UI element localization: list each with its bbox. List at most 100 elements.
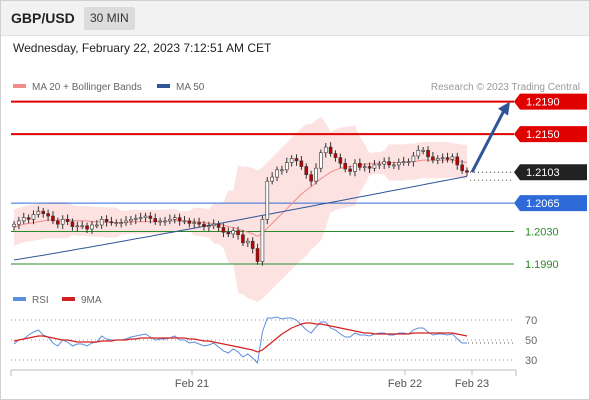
candle-body: [148, 215, 153, 219]
candle-body: [241, 234, 245, 244]
candle-body: [129, 219, 133, 222]
rsi-line: [13, 316, 467, 365]
candle-body: [95, 224, 99, 227]
candle-body: [299, 160, 304, 167]
candle-body: [416, 150, 421, 157]
level-label-1.2150: 1.2150: [526, 129, 560, 141]
candle-body: [153, 218, 158, 223]
candle-body: [168, 219, 172, 222]
candle-body: [343, 163, 348, 170]
legend-swatch-ma9: [62, 297, 75, 301]
research-credit: Research © 2023 Trading Central: [431, 82, 580, 93]
candle-body: [460, 164, 464, 171]
candle-body: [187, 220, 192, 224]
rsi-tick-70: 70: [525, 315, 537, 327]
candle-body: [358, 163, 362, 168]
candle-body: [289, 158, 294, 163]
candle-body: [411, 155, 416, 162]
candle-body: [56, 220, 60, 225]
candle-body: [231, 230, 235, 235]
candle-body: [80, 225, 84, 228]
candle-body: [143, 215, 148, 218]
candle-body: [270, 176, 274, 182]
x-tick-label: Feb 23: [455, 378, 489, 390]
candle-body: [177, 217, 182, 222]
candle-body: [31, 214, 36, 220]
candle-body: [109, 221, 114, 224]
candle-body: [338, 157, 343, 164]
candle-body: [421, 150, 425, 152]
candle-body: [202, 223, 206, 227]
candle-body: [138, 217, 143, 219]
candle-body: [392, 164, 396, 167]
candle-body: [450, 156, 455, 160]
level-label-1.2030: 1.2030: [525, 226, 559, 238]
candle-body: [255, 248, 260, 262]
candle-body: [304, 166, 309, 175]
candle-body: [236, 230, 240, 236]
candle-body: [280, 169, 284, 172]
instrument-symbol: GBP/USD: [11, 10, 75, 26]
candle-body: [377, 163, 382, 166]
candle-body: [124, 220, 128, 223]
rsi-ma9-line: [13, 322, 468, 353]
ma20-line: [13, 159, 468, 237]
candle-body: [211, 223, 216, 227]
candle-body: [221, 227, 226, 233]
candle-body: [216, 223, 221, 228]
legend-label-ma20: MA 20 + Bollinger Bands: [32, 82, 142, 93]
candle-body: [445, 157, 450, 160]
rsi-tick-30: 30: [525, 355, 537, 367]
legend-label-ma9: 9MA: [81, 295, 102, 306]
candle-body: [46, 213, 50, 217]
candle-body: [440, 157, 445, 159]
projection-arrow-line: [470, 107, 507, 173]
candle-body: [260, 219, 265, 262]
candle-body: [207, 225, 211, 228]
candle-body: [65, 219, 70, 223]
candle-body: [172, 217, 177, 220]
candle-body: [12, 223, 16, 227]
legend-label-ma50: MA 50: [176, 82, 205, 93]
top-bar: GBP/USD 30 MIN: [0, 0, 590, 36]
timeframe-button[interactable]: 30 MIN: [84, 7, 135, 30]
candle-body: [192, 222, 197, 224]
candle-body: [70, 221, 75, 227]
level-tag-1.2150: [514, 126, 587, 143]
candle-body: [250, 240, 255, 249]
candle-body: [319, 152, 323, 169]
candle-body: [348, 168, 352, 172]
level-tag-1.2190: [514, 93, 587, 110]
candle-body: [26, 217, 31, 220]
candle-body: [455, 156, 460, 166]
candle-body: [382, 161, 386, 165]
level-label-1.1990: 1.1990: [525, 259, 559, 271]
candle-body: [17, 220, 21, 225]
projection-arrow-head: [498, 101, 510, 116]
candle-body: [51, 215, 55, 222]
candle-body: [435, 158, 440, 161]
candle-body: [401, 161, 406, 163]
ma50-line: [13, 175, 468, 261]
candle-body: [197, 222, 201, 225]
level-label-1.2065: 1.2065: [526, 198, 560, 210]
candle-body: [246, 240, 250, 244]
rsi-tick-50: 50: [525, 335, 537, 347]
candle-body: [265, 180, 270, 220]
candle-body: [182, 220, 187, 223]
candle-body: [114, 222, 119, 224]
level-tag-1.2065: [514, 195, 587, 212]
x-tick-label: Feb 21: [175, 378, 209, 390]
candle-body: [387, 161, 391, 166]
candle-body: [226, 231, 231, 235]
bollinger-band: [14, 117, 467, 303]
current-price-label: 1.2103: [526, 167, 560, 179]
candle-body: [294, 158, 299, 162]
candle-body: [333, 153, 338, 158]
candle-body: [36, 210, 41, 215]
candle-body: [397, 162, 401, 166]
candle-body: [309, 174, 313, 182]
candle-body: [372, 164, 377, 169]
candle-body: [85, 225, 89, 230]
